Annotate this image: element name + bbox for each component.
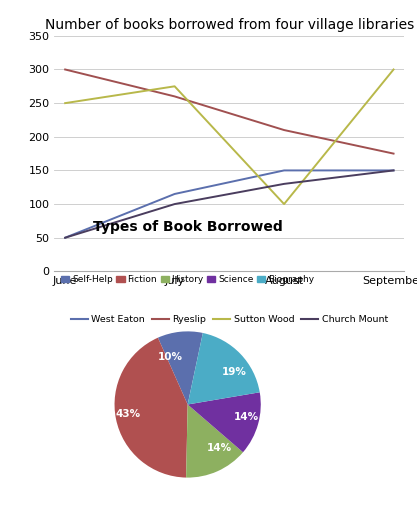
Legend: Self-Help, Fiction, History, Science, Biography: Self-Help, Fiction, History, Science, Bi… — [58, 271, 318, 288]
Legend: West Eaton, Ryeslip, Sutton Wood, Church Mount: West Eaton, Ryeslip, Sutton Wood, Church… — [67, 311, 392, 328]
Title: Number of books borrowed from four village libraries: Number of books borrowed from four villa… — [45, 18, 414, 32]
Wedge shape — [115, 338, 188, 478]
Wedge shape — [188, 333, 260, 404]
Text: 10%: 10% — [158, 352, 183, 362]
Wedge shape — [186, 404, 243, 478]
Text: 14%: 14% — [234, 412, 259, 422]
Text: 43%: 43% — [116, 409, 141, 419]
Wedge shape — [188, 392, 261, 452]
Wedge shape — [158, 331, 203, 404]
Title: Types of Book Borrowed: Types of Book Borrowed — [93, 220, 283, 234]
Text: 14%: 14% — [207, 443, 232, 453]
Text: 19%: 19% — [222, 367, 247, 377]
